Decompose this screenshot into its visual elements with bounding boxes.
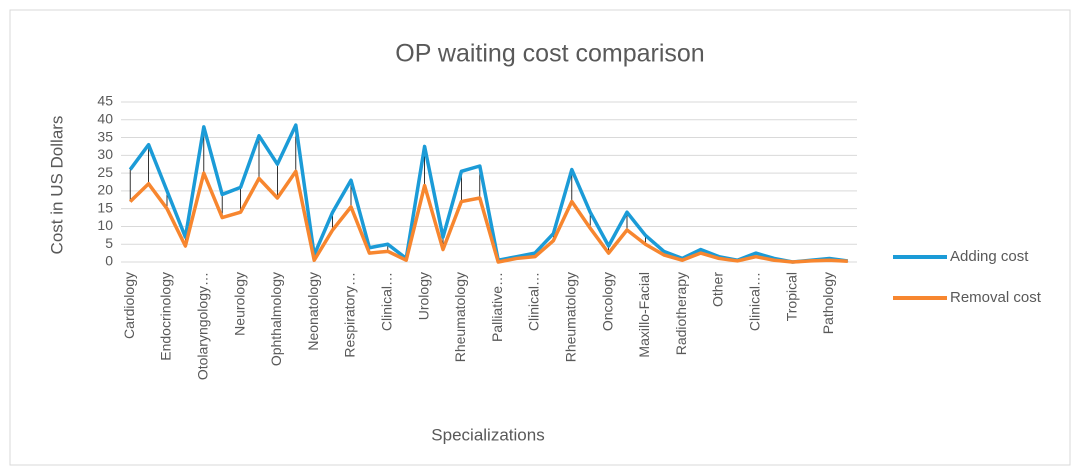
x-tick-label: Neonatology (305, 272, 321, 351)
x-tick-label: Respiratory… (342, 272, 358, 358)
y-tick-label: 20 (97, 182, 113, 198)
x-tick-label: Neurology (231, 272, 247, 336)
y-tick-label: 15 (97, 199, 113, 215)
x-tick-label: Endocrinology (158, 272, 174, 361)
x-tick-label: Palliative… (489, 272, 505, 342)
x-tick-label: Otolaryngology… (195, 272, 211, 380)
x-tick-label: Rheumatology (452, 272, 468, 362)
x-tick-label: Oncology (599, 272, 615, 331)
y-tick-label: 40 (97, 110, 113, 126)
x-tick-label: Clinical… (747, 272, 763, 331)
y-tick-label: 30 (97, 146, 113, 162)
x-tick-label: Clinical… (526, 272, 542, 331)
x-tick-label: Maxillo-Facial (636, 272, 652, 358)
legend-label: Adding cost (950, 248, 1029, 265)
x-tick-label: Ophthalmology (268, 272, 284, 366)
x-tick-label: Radiotherapy (673, 272, 689, 355)
y-tick-label: 25 (97, 164, 113, 180)
y-tick-label: 35 (97, 128, 113, 144)
x-tick-label: Rheumatology (563, 272, 579, 362)
x-tick-label: Tropical (783, 272, 799, 321)
x-axis-title: Specializations (431, 425, 544, 444)
y-tick-label: 5 (105, 235, 113, 251)
x-tick-label: Urology (415, 272, 431, 320)
y-tick-label: 45 (97, 93, 113, 109)
y-axis-title: Cost in US Dollars (47, 116, 66, 255)
legend-label: Removal cost (950, 289, 1042, 306)
x-tick-label: Pathology (820, 272, 836, 334)
y-tick-label: 10 (97, 217, 113, 233)
chart-title: OP waiting cost comparison (395, 40, 704, 68)
y-tick-label: 0 (105, 253, 113, 269)
series-line (128, 169, 848, 264)
x-tick-label: Cardiology (121, 272, 137, 339)
chart-frame (9, 9, 1071, 466)
x-tick-label: Clinical… (379, 272, 395, 331)
x-tick-label: Other (710, 272, 726, 307)
